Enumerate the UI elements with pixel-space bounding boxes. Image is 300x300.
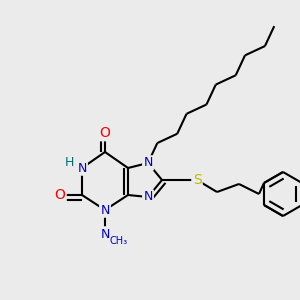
Text: N: N [143,190,153,203]
Text: N: N [143,157,153,169]
Text: N: N [100,227,110,241]
Text: CH₃: CH₃ [110,236,128,246]
Text: N: N [100,203,110,217]
Text: S: S [193,173,201,187]
Text: O: O [55,188,65,202]
Text: O: O [100,126,110,140]
Text: N: N [77,161,87,175]
Text: H: H [64,157,74,169]
